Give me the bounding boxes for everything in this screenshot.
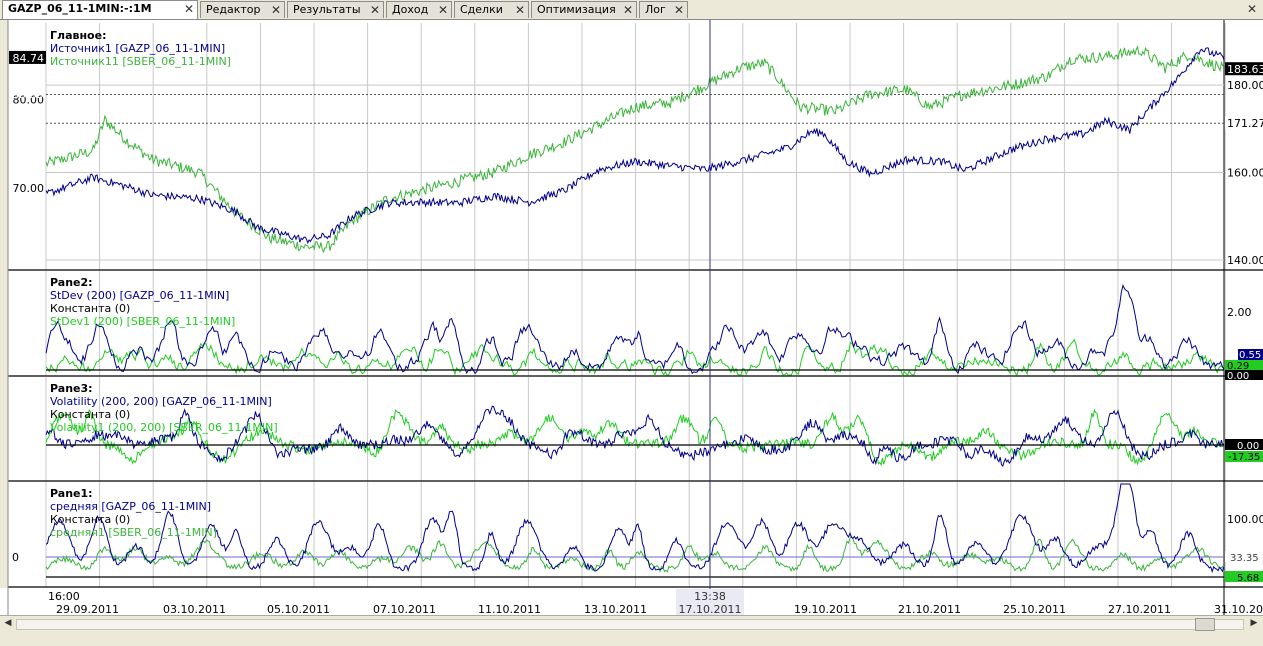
pane-title: Pane3: [50, 382, 93, 395]
tab-bar: GAZP_06_11-1MIN:-:1M ✕ Редактор ✕ Результаты… [0, 0, 1263, 20]
pane-title: Pane1: [50, 487, 93, 500]
pane3-value2: -17.35 [1228, 452, 1260, 463]
tab-6[interactable]: Оптимизация ✕ [531, 1, 637, 18]
legend-constant: Константа (0) [50, 408, 130, 421]
tab-label: Сделки [460, 3, 503, 16]
tab-3[interactable]: Результаты ✕ [287, 1, 384, 18]
pane3-badge1 [1225, 439, 1263, 450]
tab-close-icon[interactable]: ✕ [270, 3, 281, 17]
scroll-left-icon[interactable]: ◀ [4, 618, 12, 628]
pane2-series1-line [45, 284, 1225, 375]
tab-close-icon[interactable]: ✕ [437, 3, 448, 17]
date-label: 29.09.2011 [56, 603, 119, 615]
legend-series1: Volatility (200, 200) [GAZP_06_11-1MIN] [50, 395, 272, 408]
left-level-label: 80.60 [12, 88, 44, 101]
right-tick-label: 100.00 [1227, 513, 1263, 526]
tab-label: Редактор [206, 3, 261, 16]
pane2-value1: 0.55 [1239, 350, 1261, 361]
pane2-value3: 0.00 [1227, 371, 1249, 382]
pane1-series1-line [45, 483, 1225, 574]
legend-constant: Константа (0) [50, 302, 130, 315]
date-label: 25.10.2011 [1003, 603, 1066, 615]
date-label: 03.10.2011 [163, 603, 226, 615]
legend-series2: Источник11 [SBER_06_11-1MIN] [50, 55, 231, 68]
time-label: 16:00 [48, 590, 80, 603]
left-current-label: 84.74 [13, 52, 45, 65]
right-tick-label: 160.00 [1227, 167, 1263, 180]
legend-constant: Константа (0) [50, 513, 130, 526]
tab-label: Доход [392, 3, 429, 16]
crosshair-time-badge [676, 589, 744, 615]
right-tick-label: 2.00 [1227, 306, 1252, 319]
tab-5[interactable]: Сделки ✕ [454, 1, 529, 18]
right-level-label: 171.27 [1227, 117, 1263, 130]
pane1-value2: 5.68 [1237, 573, 1259, 584]
pane1-series2-line [45, 535, 1225, 573]
series-gazp-line [45, 47, 1225, 245]
tab-close-icon[interactable]: ✕ [673, 3, 684, 17]
left-tick-label: 70.00 [13, 182, 45, 195]
left-margin [0, 20, 8, 588]
date-label: 11.10.2011 [478, 603, 541, 615]
pane2-badge2 [1225, 360, 1263, 371]
pane1-badge2 [1225, 571, 1263, 582]
pane1-badge1 [1225, 551, 1263, 562]
pane-title: Главное: [50, 29, 106, 42]
status-strip [0, 632, 1263, 646]
pane2-badge1 [1238, 349, 1263, 360]
tab-1[interactable]: GAZP_06_11-1MIN:-:1M ✕ [2, 0, 198, 19]
legend-series2: StDev1 (200) [SBER_06_11-1MIN] [50, 315, 235, 328]
date-label: 07.10.2011 [373, 603, 436, 615]
tab-label: Лог [645, 3, 666, 16]
pane3-series2-line [45, 408, 1225, 467]
legend-series1: Источник1 [GAZP_06_11-1MIN] [50, 42, 225, 55]
pane3-badge2 [1225, 451, 1263, 462]
left-current-badge [9, 50, 46, 64]
chart-area[interactable]: Главное:Источник1 [GAZP_06_11-1MIN]Источ… [0, 20, 1263, 615]
tab-2[interactable]: Редактор ✕ [200, 1, 285, 18]
right-current-label: 183.63 [1227, 63, 1263, 76]
right-tick-label: 180.00 [1227, 79, 1263, 92]
date-label: 27.10.2011 [1108, 603, 1171, 615]
tab-label: GAZP_06_11-1MIN:-:1M [8, 2, 152, 15]
chart-background [0, 20, 1263, 615]
pane1-value1: 33.35 [1230, 553, 1259, 564]
scroll-track[interactable] [16, 619, 1244, 630]
pane2-value2: 0.29 [1227, 361, 1249, 372]
pane3-value1: 0.00 [1237, 441, 1259, 452]
series-sber-line [45, 45, 1225, 254]
horizontal-scrollbar[interactable]: ◀ ▶ [0, 615, 1263, 633]
tab-7[interactable]: Лог ✕ [639, 1, 688, 18]
tab-label: Оптимизация [537, 3, 616, 16]
right-level-badge [1225, 116, 1263, 130]
tab-close-icon[interactable]: ✕ [514, 3, 525, 17]
crosshair-time: 13:38 [694, 590, 726, 603]
pane3-series1-line [45, 405, 1225, 467]
legend-series2: средняя1 [SBER_06_11-1MIN] [50, 526, 217, 539]
tab-close-icon[interactable]: ✕ [622, 3, 633, 17]
date-label: 21.10.2011 [898, 603, 961, 615]
scroll-right-icon[interactable]: ▶ [1250, 618, 1258, 628]
date-label: 19.10.2011 [794, 603, 857, 615]
right-tick-label: 140.00 [1227, 254, 1263, 267]
tab-close-icon[interactable]: ✕ [183, 2, 194, 16]
pane-title: Pane2: [50, 276, 93, 289]
date-label: 31.10.20 [1214, 603, 1263, 615]
window-close-icon[interactable]: ✕ [1246, 2, 1257, 16]
legend-series1: средняя [GAZP_06_11-1MIN] [50, 500, 211, 513]
right-current-badge [1225, 62, 1263, 76]
tab-close-icon[interactable]: ✕ [369, 3, 380, 17]
legend-series1: StDev (200) [GAZP_06_11-1MIN] [50, 289, 229, 302]
tab-label: Результаты [293, 3, 361, 16]
date-label: 13.10.2011 [584, 603, 647, 615]
tab-4[interactable]: Доход ✕ [386, 1, 452, 18]
scroll-thumb[interactable] [1195, 618, 1215, 631]
left-tick-label: 80.00 [13, 94, 45, 107]
pane2-badge3 [1225, 370, 1263, 380]
date-label: 05.10.2011 [267, 603, 330, 615]
legend-series2: Volatility1 (200, 200) [SBER_06_11-1MIN] [50, 421, 278, 434]
crosshair-date: 17.10.2011 [679, 603, 742, 615]
left-tick-label: 0 [12, 551, 19, 564]
